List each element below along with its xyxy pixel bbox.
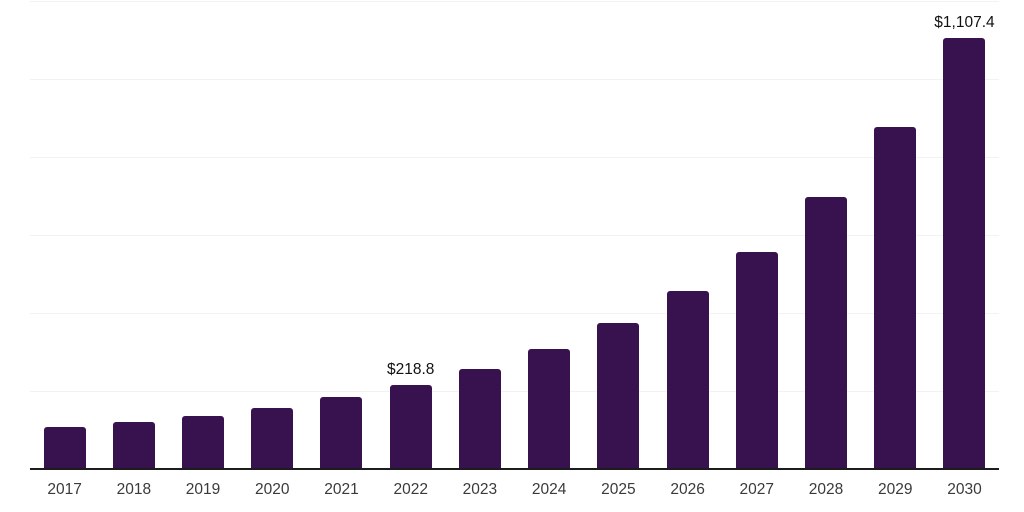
bar-value-label: $218.8 — [386, 361, 435, 379]
x-axis-tick-label: 2021 — [324, 481, 359, 498]
x-axis-tick-label: 2022 — [393, 481, 428, 498]
bar-2019 — [182, 416, 225, 470]
bar-2020 — [251, 408, 294, 470]
bar-slot — [584, 0, 653, 470]
bar-2017 — [43, 427, 86, 470]
x-axis-tick-label: 2026 — [670, 481, 705, 498]
bar-slot — [861, 0, 930, 470]
bar-slot — [722, 0, 791, 470]
x-axis-tick-label: 2018 — [116, 481, 152, 498]
bar-2023 — [458, 369, 501, 470]
gridline — [30, 78, 999, 80]
bar-slot — [515, 0, 584, 470]
gridline — [30, 234, 999, 236]
bar-2027 — [735, 252, 778, 470]
x-axis-tick-label: 2024 — [531, 481, 567, 498]
bar-slot — [653, 0, 722, 470]
bar-2029 — [874, 127, 917, 470]
bar-slot — [30, 0, 99, 470]
plot-area: $218.8 $1,107.4 — [30, 0, 999, 470]
x-axis-tick-label: 2028 — [808, 481, 844, 498]
bar-slot: $218.8 — [376, 0, 445, 470]
bar-2028 — [805, 197, 848, 470]
bar-2024 — [528, 349, 571, 470]
bar-slot — [791, 0, 860, 470]
gridline — [30, 312, 999, 314]
x-axis-tick-label: 2025 — [601, 481, 636, 498]
x-axis-tick-label: 2030 — [947, 481, 982, 498]
gridline — [30, 390, 999, 392]
bar-slot — [307, 0, 376, 470]
x-axis-tick-label: 2027 — [739, 481, 775, 498]
bars-layer: $218.8 $1,107.4 — [30, 0, 999, 470]
x-axis-tick-label: 2020 — [255, 481, 290, 498]
bar-2018 — [112, 422, 155, 470]
bar-2021 — [320, 397, 363, 470]
bar-slot — [238, 0, 307, 470]
x-axis-tick-label: 2023 — [462, 481, 498, 498]
bar-2025 — [597, 323, 640, 470]
bar-value-label: $1,107.4 — [934, 14, 995, 32]
x-axis-tick-labels: 2017 2018 2019 2020 2021 2022 2023 2024 2025 2026… — [30, 481, 999, 499]
bar-slot — [99, 0, 168, 470]
bar-slot — [445, 0, 514, 470]
bar-slot — [168, 0, 237, 470]
x-axis-tick-label: 2017 — [47, 481, 82, 498]
bar-2022 — [389, 384, 432, 470]
x-axis-line — [30, 468, 999, 470]
bar-2030 — [943, 37, 986, 470]
x-axis-tick-label: 2029 — [877, 481, 913, 498]
gridline — [30, 156, 999, 158]
x-axis-tick-label: 2019 — [185, 481, 221, 498]
bar-slot: $1,107.4 — [930, 0, 999, 470]
gridline — [30, 0, 999, 2]
bar-2026 — [666, 291, 709, 470]
